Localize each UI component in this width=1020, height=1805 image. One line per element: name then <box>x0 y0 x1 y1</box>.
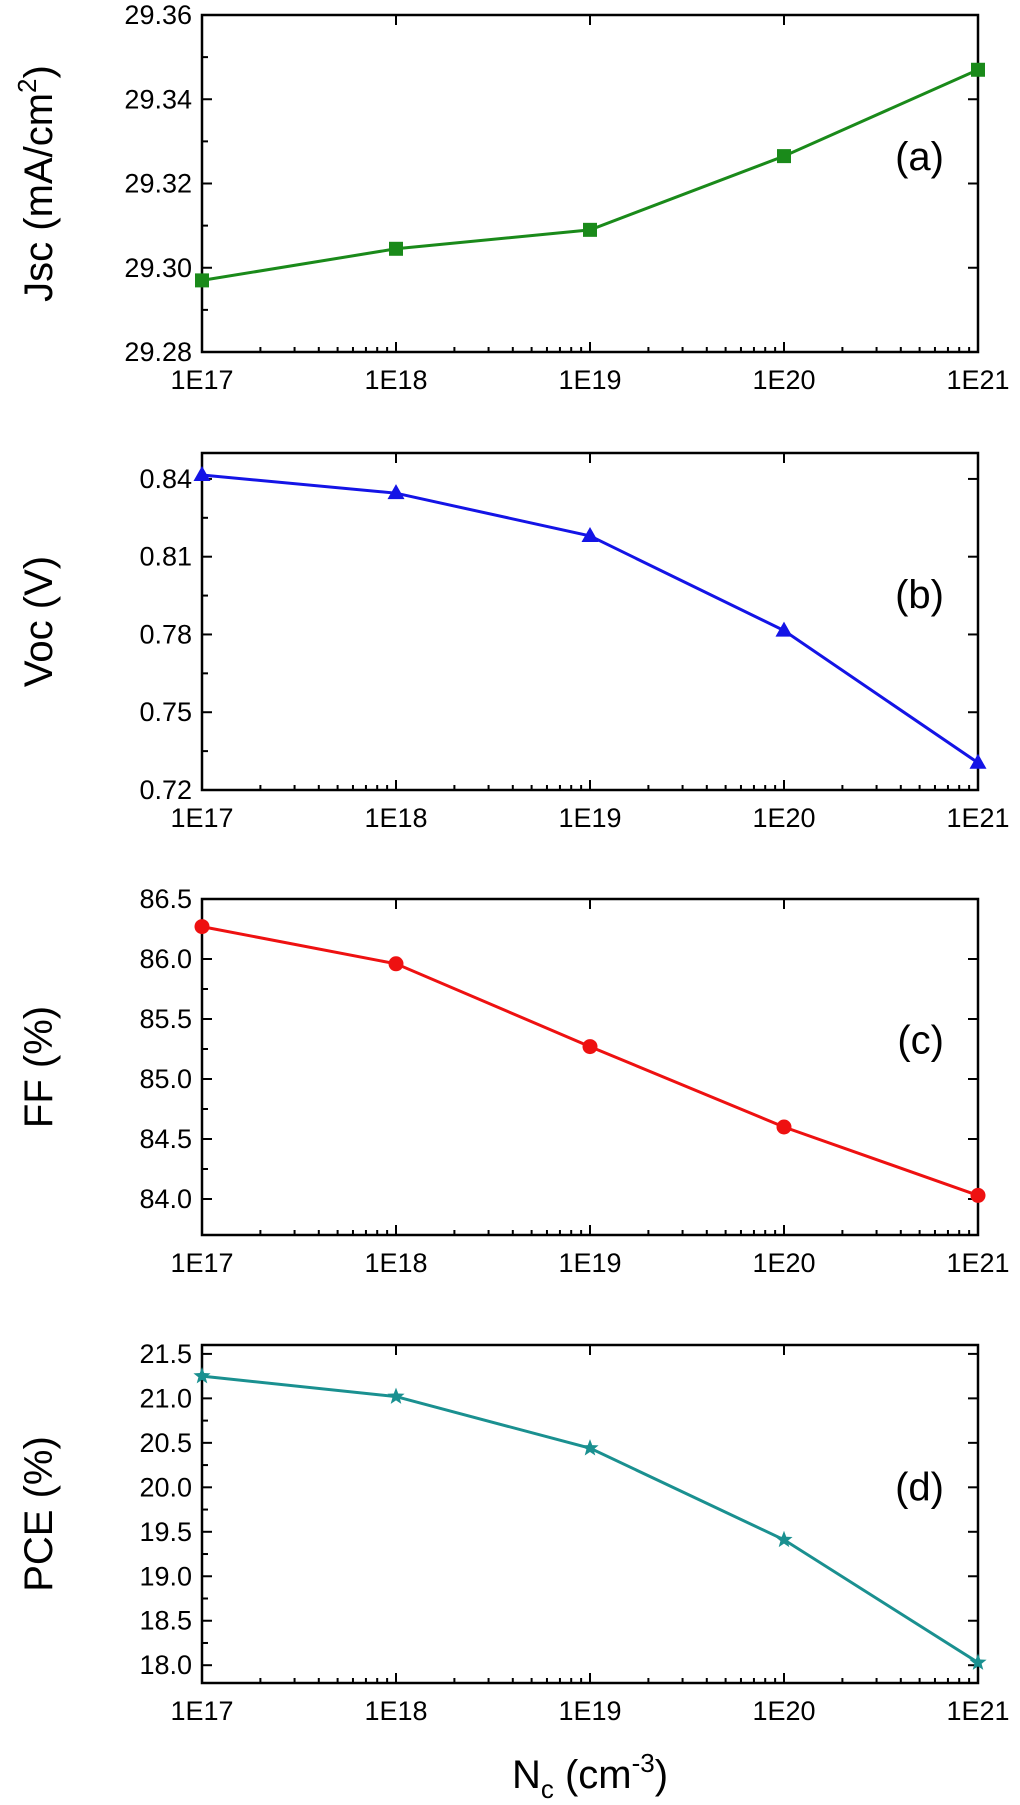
y-tick-label: 20.5 <box>139 1428 192 1458</box>
x-tick-label: 1E17 <box>170 803 233 833</box>
chart-panel-2: 84.0 84.5 85.0 85.5 86.0 86.5 1E17 1E18 1E19 1E20… <box>17 884 1010 1278</box>
y-tick-label: 21.5 <box>139 1339 192 1369</box>
data-point <box>969 753 987 769</box>
panel-label: (d) <box>895 1465 944 1509</box>
y-tick-label: 29.34 <box>124 84 192 114</box>
y-tick-label: 19.5 <box>139 1517 192 1547</box>
x-tick-label: 1E21 <box>946 365 1009 395</box>
data-point <box>193 466 211 482</box>
panel-label: (a) <box>895 135 944 179</box>
x-tick-label: 1E18 <box>364 803 427 833</box>
y-tick-label: 84.0 <box>139 1184 192 1214</box>
y-tick-label: 85.0 <box>139 1064 192 1094</box>
x-tick-label: 1E18 <box>364 1696 427 1726</box>
x-tick-label: 1E17 <box>170 1248 233 1278</box>
y-tick-label: 85.5 <box>139 1004 192 1034</box>
panel-label: (b) <box>895 573 944 617</box>
x-tick-label: 1E21 <box>946 1248 1009 1278</box>
y-tick-label: 29.28 <box>124 337 192 367</box>
y-tick-label: 19.0 <box>139 1561 192 1591</box>
x-tick-label: 1E18 <box>364 1248 427 1278</box>
y-tick-label: 18.0 <box>139 1650 192 1680</box>
y-tick-label: 20.0 <box>139 1472 192 1502</box>
panel-label: (c) <box>897 1019 944 1063</box>
x-axis-label-superscript: -3 <box>632 1748 655 1778</box>
y-axis-label-superscript: 2 <box>12 78 42 92</box>
y-axis-label-text: Jsc (mA/cm <box>17 93 61 302</box>
y-tick-label: 86.0 <box>139 944 192 974</box>
series-line <box>201 1374 979 1664</box>
y-tick-label: 0.72 <box>139 775 192 805</box>
data-point <box>969 1653 987 1670</box>
x-tick-label: 1E20 <box>752 1248 815 1278</box>
y-tick-label: 86.5 <box>139 884 192 914</box>
data-point <box>193 1367 211 1384</box>
y-tick-label: 29.30 <box>124 253 192 283</box>
data-point <box>581 526 599 542</box>
data-point <box>776 1119 792 1135</box>
x-axis-label-main: N <box>512 1753 541 1797</box>
y-tick-label: 0.81 <box>139 542 192 572</box>
data-point <box>195 273 209 288</box>
x-tick-label: 1E19 <box>558 1696 621 1726</box>
y-tick-label: 0.75 <box>139 697 192 727</box>
data-point <box>387 484 405 500</box>
data-point <box>389 241 403 256</box>
chart-panel-0: 29.28 29.30 29.32 29.34 29.36 1E17 1E18 1E19 1E2… <box>12 0 1010 395</box>
y-tick-label: 29.36 <box>124 0 192 30</box>
x-tick-label: 1E20 <box>752 1696 815 1726</box>
data-point <box>971 62 985 77</box>
data-point <box>775 1530 793 1548</box>
y-tick-label: 18.5 <box>139 1606 192 1636</box>
y-axis-label-text: FF (%) <box>17 1006 61 1128</box>
y-tick-label: 0.84 <box>139 464 192 494</box>
y-tick-label: 29.32 <box>124 169 192 199</box>
chart-panel-3: 18.0 18.5 19.0 19.5 20.0 20.5 21.0 21.5 1E17 1E18… <box>17 1339 1010 1804</box>
data-point <box>970 1187 986 1203</box>
y-axis-label-text: PCE (%) <box>17 1436 61 1592</box>
y-axis-label: FF (%) <box>17 1006 61 1128</box>
plot-frame <box>200 1343 980 1685</box>
x-tick-label: 1E17 <box>170 1696 233 1726</box>
x-axis-label-subscript: c <box>541 1774 554 1804</box>
data-point <box>583 222 597 237</box>
x-axis-label: Nc (cm-3) <box>512 1748 668 1804</box>
y-axis-label: Voc (V) <box>17 556 61 687</box>
data-point <box>194 919 210 935</box>
x-tick-label: 1E20 <box>752 803 815 833</box>
chart-panel-1: 0.72 0.75 0.78 0.81 0.84 1E17 1E18 1E19 1E20 1E21… <box>17 451 1010 833</box>
y-axis-label: Jsc (mA/cm2) <box>12 65 61 302</box>
data-point <box>582 1039 598 1055</box>
data-point <box>777 149 791 164</box>
x-tick-label: 1E18 <box>364 365 427 395</box>
data-point <box>775 621 793 637</box>
y-axis-label-tail: ) <box>17 65 61 78</box>
x-tick-label: 1E20 <box>752 365 815 395</box>
x-axis-label-mid: (cm <box>554 1753 632 1797</box>
x-axis-label-tail: ) <box>655 1753 668 1797</box>
series-line <box>201 925 979 1197</box>
x-tick-label: 1E21 <box>946 1696 1009 1726</box>
series-line <box>201 473 979 765</box>
plot-frame <box>200 13 980 354</box>
y-tick-label: 84.5 <box>139 1124 192 1154</box>
data-point <box>387 1387 405 1404</box>
y-tick-label: 0.78 <box>139 619 192 649</box>
x-tick-label: 1E19 <box>558 1248 621 1278</box>
x-tick-label: 1E21 <box>946 803 1009 833</box>
data-point <box>581 1439 599 1456</box>
x-tick-label: 1E19 <box>558 365 621 395</box>
x-tick-label: 1E17 <box>170 365 233 395</box>
series-line <box>201 68 979 282</box>
y-axis-label: PCE (%) <box>17 1436 61 1592</box>
plot-frame <box>200 451 980 792</box>
x-tick-label: 1E19 <box>558 803 621 833</box>
y-tick-label: 21.0 <box>139 1383 192 1413</box>
y-axis-label-text: Voc (V) <box>17 556 61 687</box>
data-point <box>388 956 404 972</box>
